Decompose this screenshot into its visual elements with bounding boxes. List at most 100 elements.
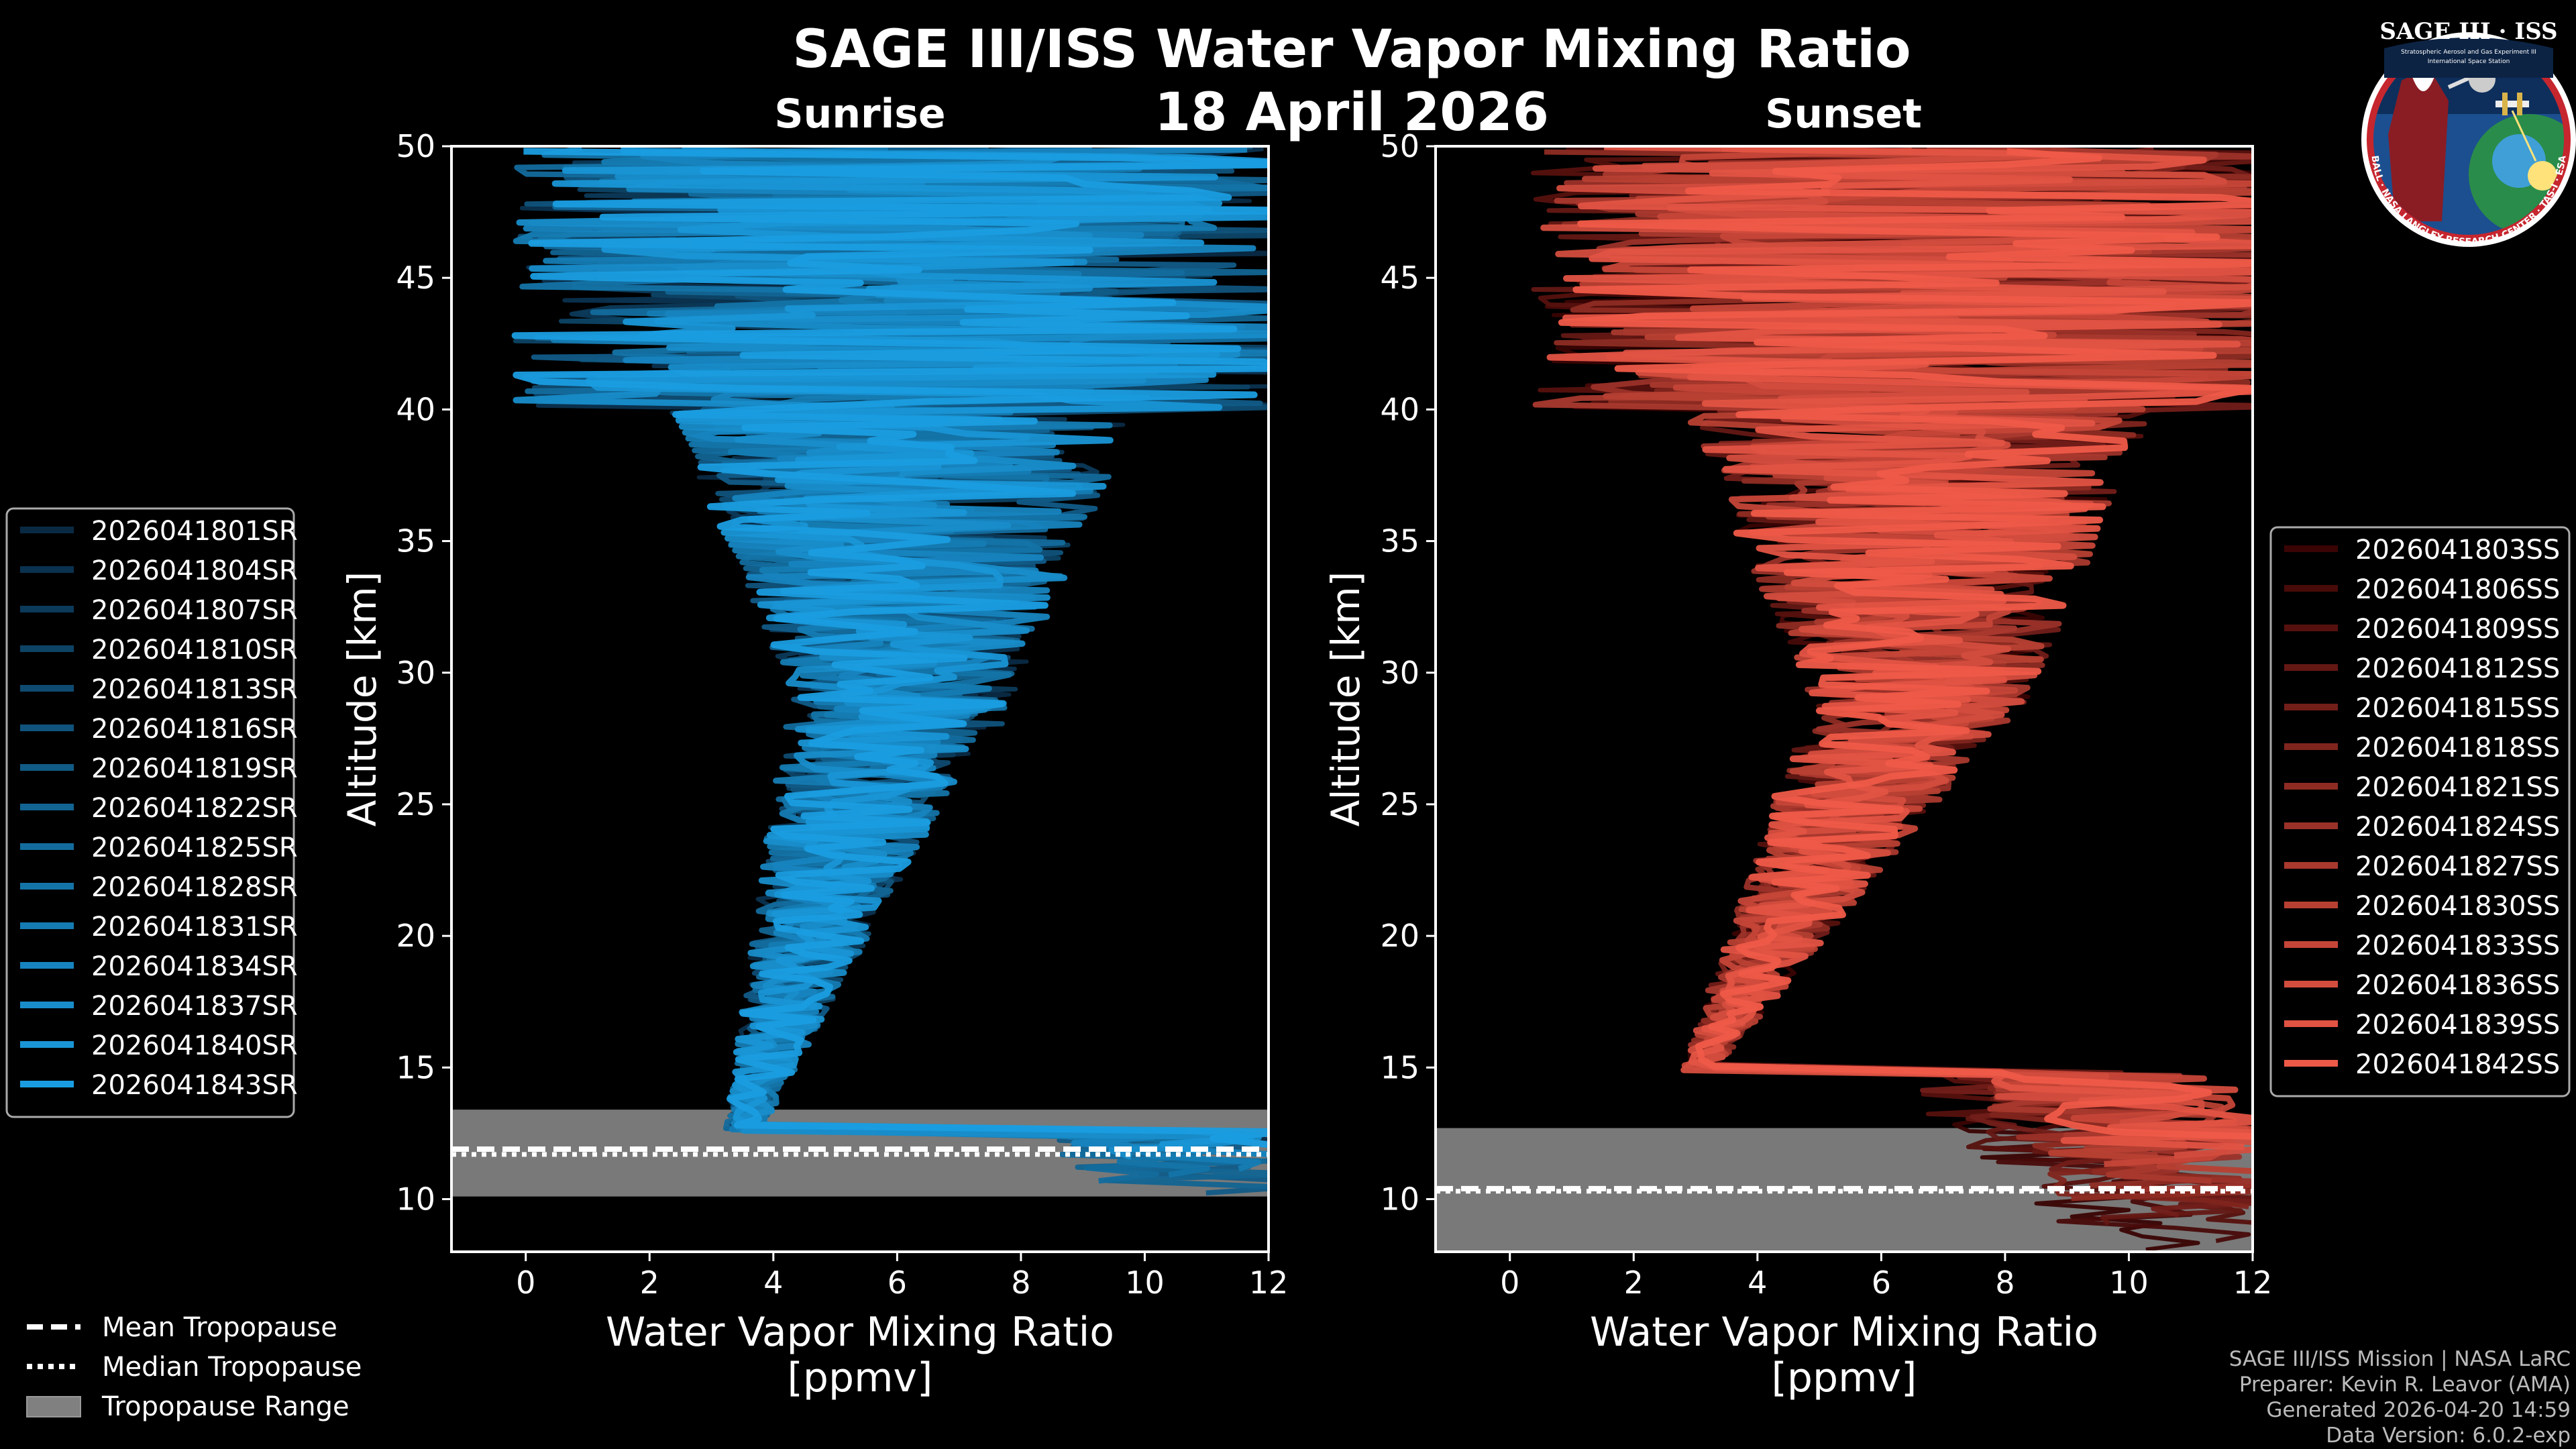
sunrise-x-tick-label: 12 — [1249, 1265, 1289, 1301]
sunset-legend-label: 2026041833SS — [2355, 930, 2560, 961]
sunrise-y-tick-label: 10 — [396, 1181, 435, 1218]
sunset-legend-label: 2026041806SS — [2355, 574, 2560, 605]
sunset-axes-frame — [1434, 145, 2254, 1253]
logo-title: SAGE III · ISS — [2379, 18, 2557, 45]
sunset-legend-frame — [2269, 526, 2571, 1097]
median-tropopause-label: Median Tropopause — [102, 1352, 362, 1383]
sunset-y-tick-label: 30 — [1380, 655, 1419, 691]
sunrise-axes-frame — [450, 145, 1270, 1253]
sunset-profile-lines — [1530, 146, 2253, 1252]
credit-line: Data Version: 6.0.2-exp — [2326, 1424, 2571, 1448]
sunset-x-tick-label: 10 — [2109, 1265, 2149, 1301]
sunrise-legend-frame — [5, 507, 295, 1118]
credit-line: Generated 2026-04-20 14:59 — [2266, 1398, 2571, 1422]
sunrise-legend-label: 2026041837SR — [91, 991, 298, 1022]
sunrise-legend-label: 2026041840SR — [91, 1030, 298, 1061]
sunrise-x-tick-label: 6 — [888, 1265, 907, 1301]
sunrise-legend-label: 2026041804SR — [91, 555, 298, 586]
sunrise-legend-label: 2026041801SR — [91, 516, 298, 547]
sunrise-profile-2026041843SR — [511, 148, 1269, 1148]
credits: SAGE III/ISS Mission | NASA LaRC Prepare… — [2229, 1347, 2571, 1448]
sunrise-panel-title: Sunrise — [774, 91, 945, 138]
sunrise-legend-label: 2026041816SR — [91, 714, 298, 745]
sunset-x-tick-label: 0 — [1500, 1265, 1519, 1301]
sunset-y-tick-label: 10 — [1380, 1181, 1419, 1218]
sunrise-legend-label: 2026041834SR — [91, 951, 298, 982]
credit-line: SAGE III/ISS Mission | NASA LaRC — [2229, 1347, 2571, 1371]
sun-icon — [2528, 161, 2557, 191]
sunset-axes: 0 2 4 6 8 10 12 10 15 20 25 30 35 40 45 50 — [1380, 128, 2272, 1301]
figure-date: 18 April 2026 — [1155, 83, 1549, 143]
sunrise-x-tick-label: 8 — [1011, 1265, 1030, 1301]
sunrise-legend-label: 2026041828SR — [91, 872, 298, 903]
sunrise-profile-2026041840SR — [551, 147, 1269, 1155]
sunset-legend-label: 2026041809SS — [2355, 614, 2560, 645]
sunset-y-tick-label: 40 — [1380, 391, 1419, 427]
sunset-legend-label: 2026041821SS — [2355, 772, 2560, 803]
sunset-y-tick-label: 50 — [1380, 128, 1419, 164]
sunset-x-tick-label: 8 — [1995, 1265, 2015, 1301]
sunset-legend-label: 2026041827SS — [2355, 851, 2560, 882]
sunrise-legend-label: 2026041831SR — [91, 912, 298, 943]
sunrise-tropopause-lines — [451, 1146, 1269, 1157]
sunset-y-tick-label: 15 — [1380, 1049, 1419, 1085]
sunset-legend-label: 2026041842SS — [2355, 1049, 2560, 1080]
sunset-x-axis-label-line: Water Vapor Mixing Ratio — [1590, 1309, 2098, 1356]
sunrise-x-axis-label: Water Vapor Mixing Ratio[ppmv] — [606, 1309, 1114, 1401]
sunset-x-axis-label-line: [ppmv] — [1772, 1354, 1917, 1401]
sunset-legend-label: 2026041812SS — [2355, 653, 2560, 684]
sunset-y-axis-label: Altitude [km] — [1323, 572, 1368, 826]
sunset-tropopause-lines — [1436, 1185, 2253, 1194]
sunrise-legend-label: 2026041819SR — [91, 753, 298, 784]
sunset-legend-label: 2026041824SS — [2355, 812, 2560, 843]
sunset-legend-label: 2026041818SS — [2355, 733, 2560, 763]
sunrise-legend-label: 2026041810SR — [91, 635, 298, 665]
sunset-legend-label: 2026041839SS — [2355, 1010, 2560, 1040]
sunrise-y-tick-label: 45 — [396, 260, 435, 296]
logo-subtitle: Stratospheric Aerosol and Gas Experiment… — [2401, 49, 2536, 56]
sunset-legend-label: 2026041803SS — [2355, 535, 2560, 566]
sunset-legend: 2026041803SS 2026041806SS 2026041809SS 2026… — [2269, 526, 2571, 1097]
credit-line: Preparer: Kevin R. Leavor (AMA) — [2239, 1373, 2571, 1397]
sunrise-legend: 2026041801SR 2026041804SR 2026041807SR 2026… — [5, 507, 298, 1118]
sunrise-legend-label: 2026041843SR — [91, 1070, 298, 1101]
sunrise-axes: 0 2 4 6 8 10 12 10 15 20 25 30 35 40 45 50 — [396, 128, 1288, 1301]
sunrise-y-tick-label: 35 — [396, 523, 435, 559]
sunrise-y-tick-label: 20 — [396, 918, 435, 954]
logo-banner — [2384, 38, 2553, 78]
sunset-x-tick-label: 2 — [1624, 1265, 1644, 1301]
sage-iss-mission-logo: SAGE III · ISS Stratospheric Aerosol and… — [2361, 18, 2576, 248]
sunset-profile-2026041842SS — [1558, 148, 2253, 1140]
figure-title: SAGE III/ISS Water Vapor Mixing Ratio — [792, 19, 1911, 80]
sunset-legend-label: 2026041815SS — [2355, 693, 2560, 724]
sunrise-y-tick-label: 50 — [396, 128, 435, 164]
tropopause-legend: Mean Tropopause Median Tropopause Tropop… — [26, 1312, 362, 1422]
sunset-x-tick-label: 12 — [2233, 1265, 2273, 1301]
sunrise-legend-label: 2026041807SR — [91, 595, 298, 626]
sunset-y-tick-label: 45 — [1380, 260, 1419, 296]
sunrise-x-tick-label: 10 — [1125, 1265, 1165, 1301]
sunset-x-tick-label: 6 — [1872, 1265, 1891, 1301]
logo-subtitle-2: International Space Station — [2428, 58, 2510, 65]
sunset-x-axis-label: Water Vapor Mixing Ratio[ppmv] — [1590, 1309, 2098, 1401]
sunrise-x-tick-label: 4 — [763, 1265, 783, 1301]
sunrise-x-tick-label: 2 — [640, 1265, 659, 1301]
sunrise-profile-lines — [511, 146, 1269, 1196]
sunrise-y-tick-label: 25 — [396, 786, 435, 822]
sunrise-legend-label: 2026041825SR — [91, 833, 298, 863]
sunset-legend-label: 2026041830SS — [2355, 891, 2560, 922]
mean-tropopause-label: Mean Tropopause — [102, 1312, 337, 1343]
sunrise-x-axis-label-line: [ppmv] — [788, 1354, 933, 1401]
sunset-y-tick-label: 20 — [1380, 918, 1419, 954]
sunrise-legend-label: 2026041813SR — [91, 674, 298, 705]
sunset-x-tick-label: 4 — [1748, 1265, 1767, 1301]
sunrise-panel: Sunrise 0 2 4 6 8 10 12 10 15 20 25 30 35 40 45 50 Alti… — [339, 91, 1288, 1401]
sunrise-y-tick-label: 40 — [396, 391, 435, 427]
sunset-y-tick-label: 25 — [1380, 786, 1419, 822]
sunset-y-tick-label: 35 — [1380, 523, 1419, 559]
iss-icon — [2496, 93, 2529, 115]
tropopause-range-label: Tropopause Range — [101, 1391, 350, 1422]
sunrise-y-axis-label: Altitude [km] — [339, 572, 385, 826]
sunrise-legend-label: 2026041822SR — [91, 793, 298, 824]
